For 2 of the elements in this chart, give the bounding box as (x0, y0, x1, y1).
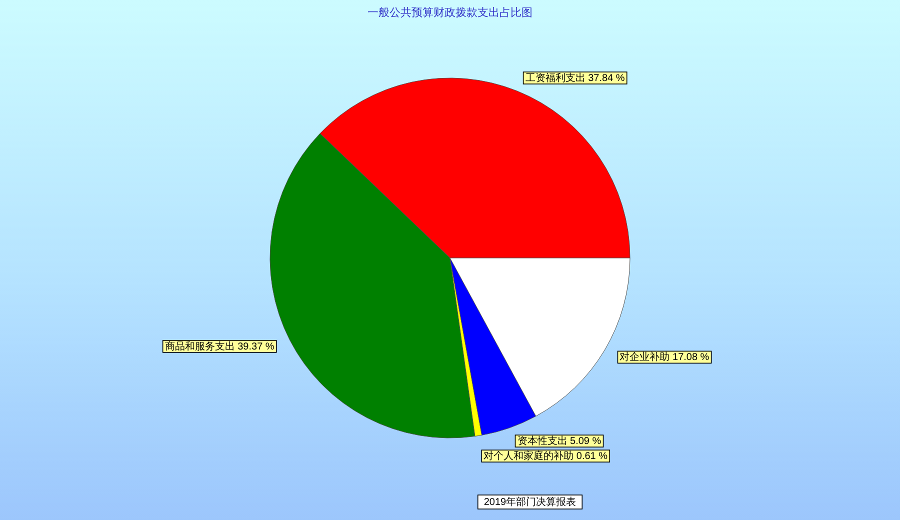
text: 2019年部门决算报表 (484, 496, 576, 508)
chart-title: 一般公共预算财政拨款支出占比图 (368, 6, 532, 19)
